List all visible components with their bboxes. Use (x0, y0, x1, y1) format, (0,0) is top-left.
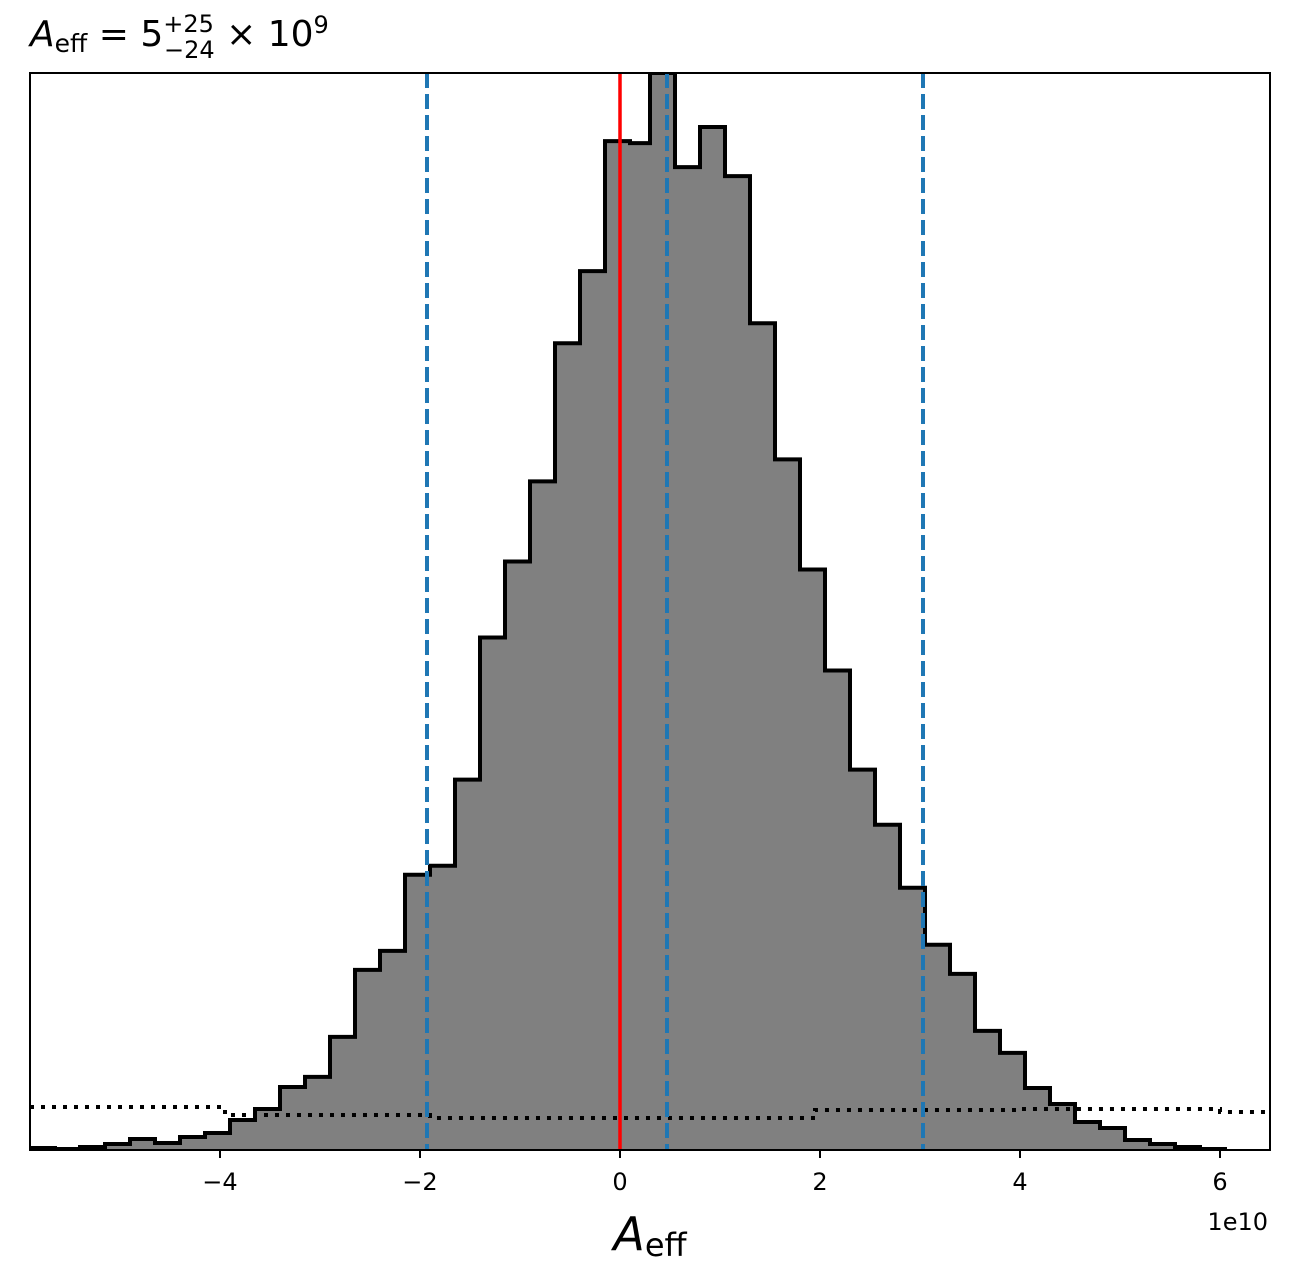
title-equals: = (87, 14, 140, 55)
histogram-bar (1125, 1139, 1151, 1150)
xlabel-symbol: A (610, 1207, 644, 1261)
title-lower-error: −24 (164, 36, 215, 64)
x-axis-label: Aeff (610, 1207, 687, 1264)
histogram-bar (605, 141, 631, 1150)
x-tick-label: −2 (402, 1168, 437, 1196)
xlabel-subscript: eff (645, 1226, 688, 1264)
axes-frame (29, 72, 1271, 1151)
histogram-bar (130, 1138, 156, 1150)
histogram-bar (230, 1119, 256, 1150)
histogram-bar (775, 459, 801, 1150)
histogram-bar (630, 143, 651, 1150)
histogram-bar (650, 73, 676, 1150)
histogram-bar (975, 1030, 1001, 1150)
x-tick-label: 0 (612, 1168, 627, 1196)
histogram-bar (1150, 1143, 1176, 1150)
histogram-bar (455, 779, 481, 1150)
title-upper-error: +25 (163, 10, 214, 38)
histogram-bar (1100, 1127, 1126, 1150)
x-tick-label: −4 (202, 1168, 237, 1196)
histogram-bar (925, 944, 951, 1150)
histogram-bar (1025, 1087, 1051, 1150)
histogram-bar (1000, 1052, 1026, 1150)
x-axis-ticks: −4 −2 0 2 4 6 (202, 1150, 1228, 1196)
prior-dotted-line (30, 1104, 1270, 1120)
histogram-bar (180, 1136, 206, 1150)
histogram-bar (530, 481, 556, 1150)
chart-title: Aeff = 5+25 −24 × 109 (28, 10, 329, 64)
title-symbol: A (28, 14, 55, 55)
histogram-bar (725, 176, 751, 1150)
x-tick-label: 4 (1012, 1168, 1027, 1196)
plot-area (30, 73, 1270, 1150)
histogram-bar (700, 127, 726, 1150)
histogram-bar (280, 1086, 306, 1150)
histogram-bar (380, 950, 406, 1150)
histogram-bar (850, 769, 876, 1150)
histogram-bar (105, 1143, 131, 1150)
title-exponent: 9 (314, 11, 329, 39)
histogram-bar (430, 865, 456, 1150)
x-tick-label: 2 (812, 1168, 827, 1196)
histogram-step-outline (30, 73, 1227, 1150)
histogram-bar (800, 569, 826, 1150)
histogram-bar (580, 271, 606, 1150)
histogram-bar (355, 969, 381, 1150)
histogram-bar (480, 637, 506, 1150)
title-value: 5 (140, 14, 163, 55)
histogram-bar (330, 1036, 356, 1150)
histogram-bar (505, 561, 531, 1150)
x-tick-label: 6 (1212, 1168, 1227, 1196)
histogram-bar (555, 343, 581, 1150)
histogram-bar (1050, 1103, 1076, 1150)
histogram-bar (205, 1132, 231, 1150)
histogram-bar (155, 1142, 181, 1150)
title-subscript: eff (55, 29, 88, 58)
histogram-bar (675, 167, 701, 1150)
histogram-bar (950, 973, 976, 1150)
title-times: × 10 (215, 14, 314, 55)
histogram-bar (825, 670, 851, 1150)
histogram-bar (1075, 1121, 1101, 1150)
x-axis-offset-text: 1e10 (1207, 1208, 1268, 1236)
histogram-bar (750, 323, 776, 1150)
histogram-bar (875, 824, 901, 1150)
